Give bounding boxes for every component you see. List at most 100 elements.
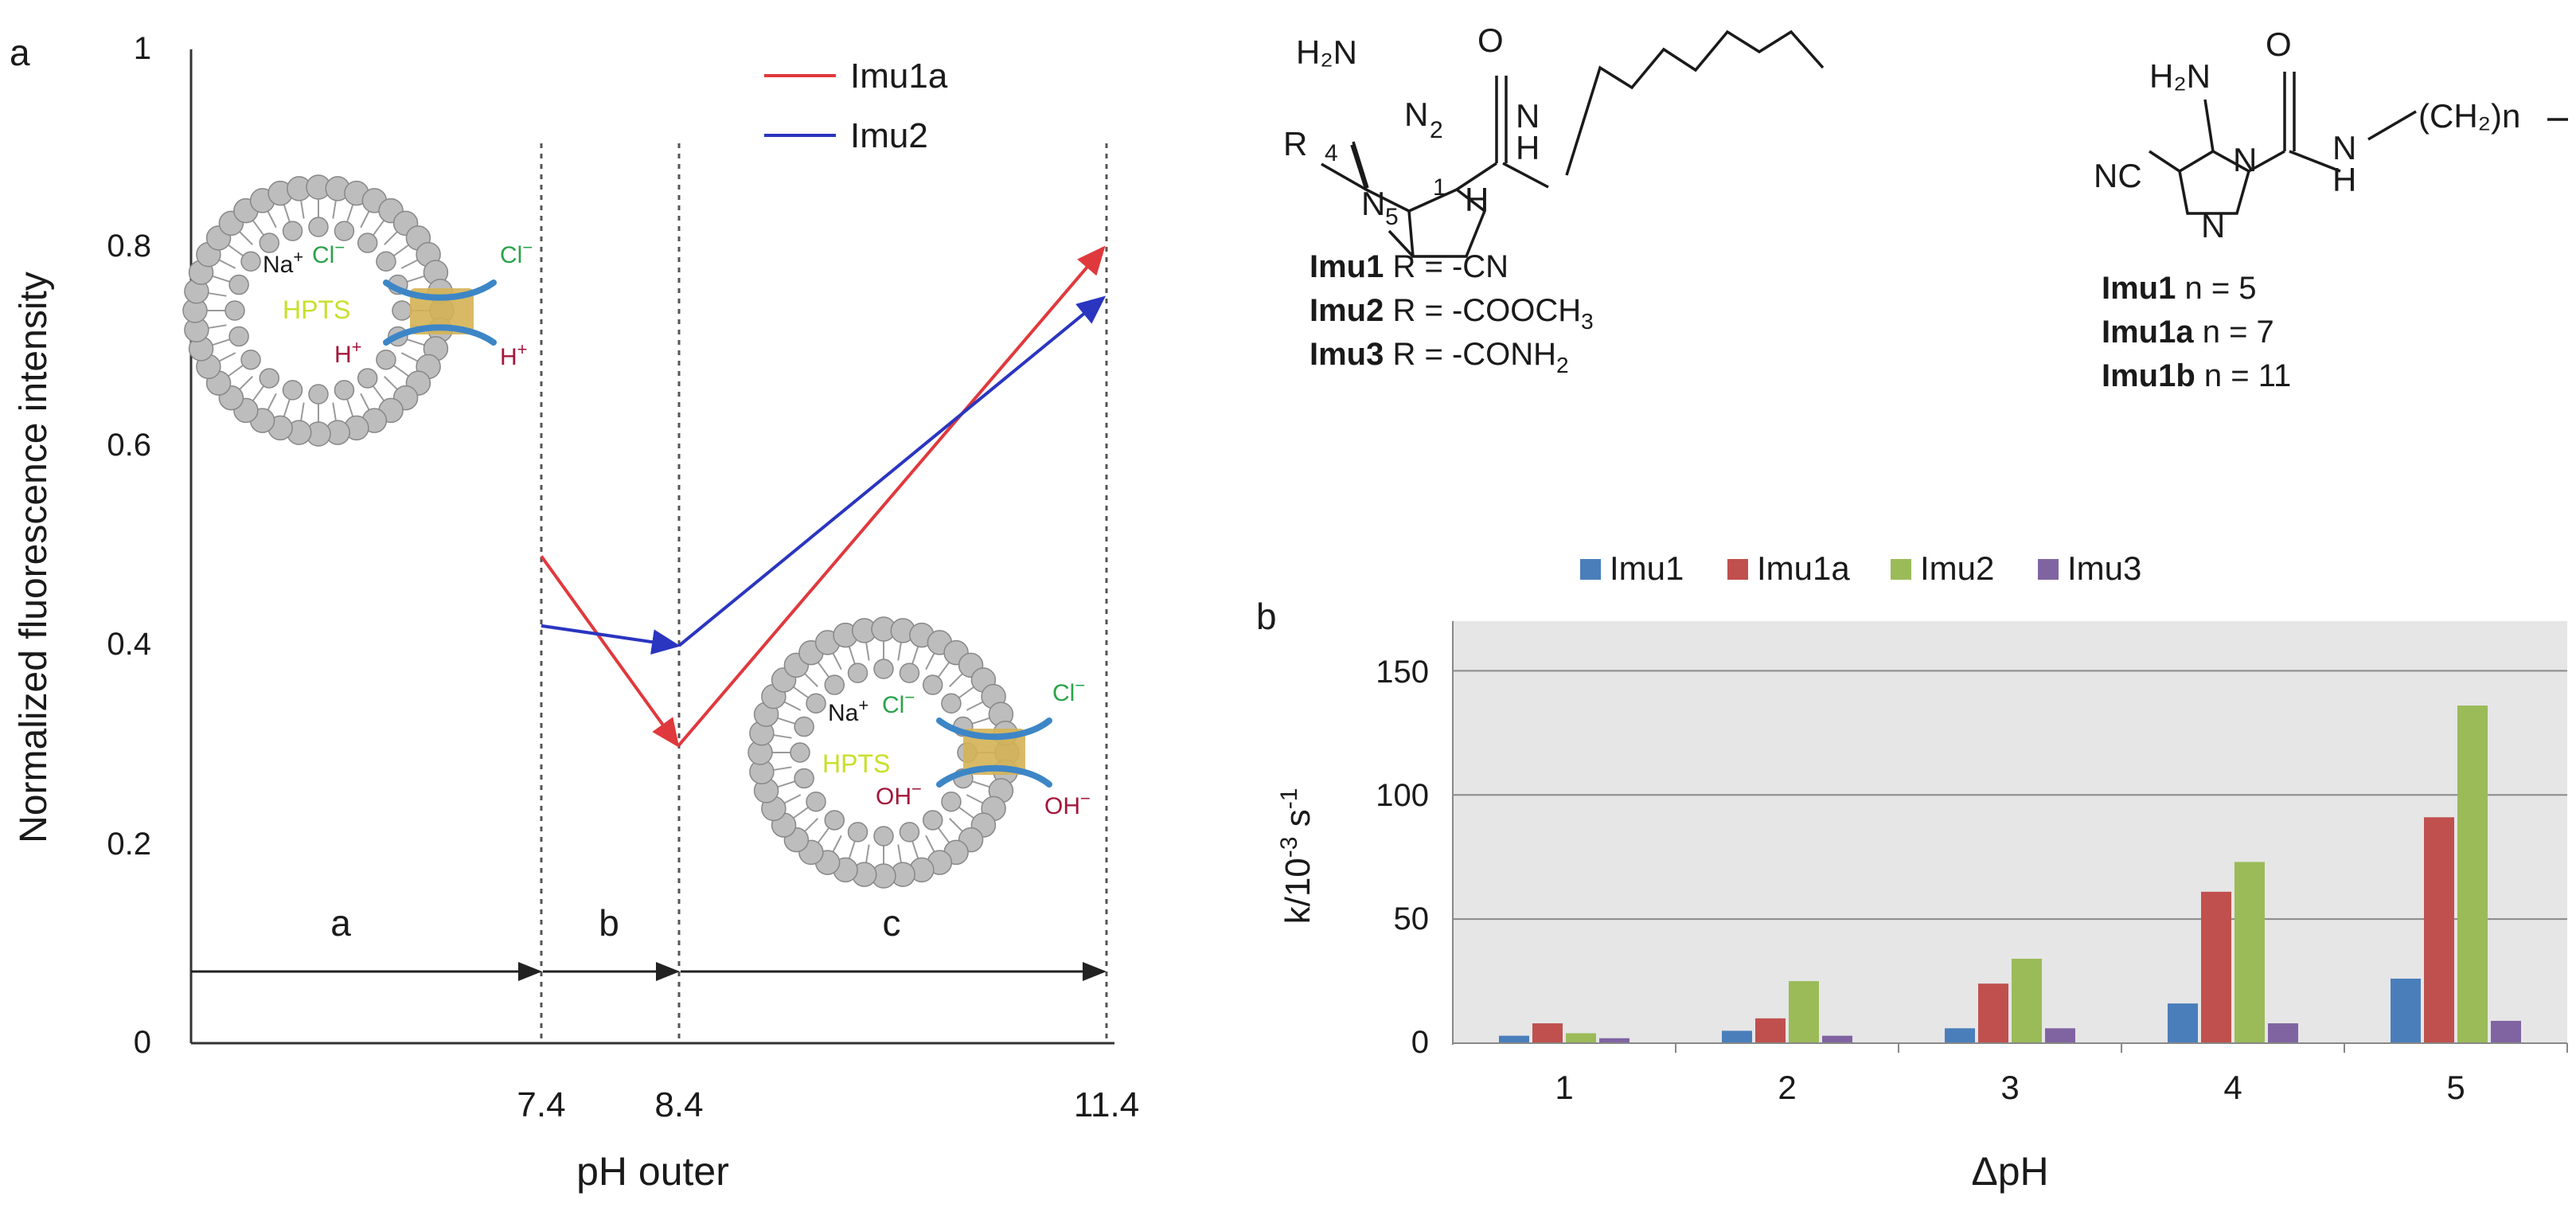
lipid-tail — [267, 393, 277, 412]
lipid-head — [228, 326, 249, 347]
position-2: 2 — [1430, 117, 1443, 143]
legend-a: Imu1a Imu2 — [764, 57, 948, 155]
lipid-head — [228, 274, 249, 295]
lipid-tail — [384, 376, 399, 391]
lipid-tail — [776, 717, 796, 725]
lipid-head — [899, 822, 920, 843]
legend-swatch-imu3 — [2038, 559, 2059, 580]
series-segment-imu1a — [677, 245, 1106, 746]
phase-label-a: a — [330, 902, 351, 944]
bars-b — [1499, 706, 2521, 1043]
bar-imu2 — [1789, 981, 1819, 1043]
lipid-tail — [783, 794, 802, 804]
atom-o: O — [1477, 22, 1504, 59]
structure-right — [2149, 72, 2568, 215]
compound-imu1: Imu1 n = 5 — [2102, 271, 2257, 306]
compound-imu1: Imu1 R = -CN — [1309, 249, 1509, 284]
bar-imu1a — [2201, 891, 2231, 1043]
lipid-head — [240, 349, 261, 370]
bar-imu2 — [1566, 1033, 1596, 1043]
y-tick-label: 50 — [1394, 901, 1430, 936]
lipid-head — [357, 233, 378, 253]
panel-a: a 0 0.2 0.4 0.6 0.8 1 Normalized fluores… — [10, 31, 1139, 1194]
ion-na: Na+ — [263, 247, 303, 278]
bar-imu3 — [2491, 1020, 2521, 1043]
legend-swatch-imu2 — [1891, 559, 1911, 580]
lipid-tail — [393, 244, 410, 257]
lipid-tail — [332, 199, 338, 219]
lipid-tail — [406, 338, 426, 346]
ion-h-outside: H+ — [500, 339, 528, 370]
legend-label-imu1: Imu1 — [1610, 549, 1684, 587]
ion-cl: Cl− — [312, 237, 345, 268]
atom-r: R — [1283, 125, 1307, 162]
lipid-head — [790, 742, 810, 763]
y-tick-label: 150 — [1376, 655, 1429, 690]
lipid-tail — [238, 376, 253, 391]
bond — [1456, 162, 1497, 191]
bar-imu1 — [1945, 1028, 1975, 1043]
y-tick-label: 0.8 — [107, 229, 151, 264]
lipid-tail — [776, 780, 796, 788]
lipid-tail — [817, 827, 830, 844]
lipid-tail — [848, 645, 856, 665]
ion-oh-inside: OH− — [876, 779, 922, 810]
lipid-tail — [865, 844, 870, 864]
lipid-tail — [227, 244, 244, 257]
lipid-head — [357, 368, 378, 389]
lipid-tail — [937, 661, 950, 678]
atom-nh2: H₂N — [1296, 33, 1357, 71]
lipid-tail — [792, 806, 809, 819]
lipid-head — [240, 251, 261, 272]
category-label: 2 — [1778, 1069, 1796, 1106]
lipid-head — [824, 674, 845, 695]
series-segment-imu2 — [677, 295, 1107, 647]
category-label: 1 — [1555, 1069, 1573, 1106]
lipid-tail — [925, 651, 935, 671]
x-tick-label: 8.4 — [654, 1085, 703, 1124]
transporter-body — [963, 729, 1025, 775]
ion-cl: Cl− — [882, 687, 915, 718]
y-axis-label-b: k/10-3 s-1 — [1276, 788, 1317, 925]
lipid-head — [308, 384, 329, 405]
lipid-head — [334, 221, 355, 241]
atom-h: H — [1465, 181, 1489, 218]
atom-nc: NC — [2094, 157, 2142, 194]
lipid-tail — [400, 259, 420, 269]
lipid-tail — [911, 840, 919, 860]
bar-imu2 — [2457, 706, 2488, 1043]
y-tick-label: 0.2 — [107, 827, 151, 862]
compound-imu3: Imu3 R = -CONH2 — [1309, 337, 1569, 377]
category-label: 5 — [2446, 1069, 2465, 1106]
lipid-tail — [803, 672, 818, 687]
transporter-arm — [936, 717, 1052, 741]
lipid-tail — [925, 835, 935, 854]
bar-imu1 — [1499, 1035, 1529, 1043]
lipid-head — [259, 368, 280, 389]
lipid-head — [308, 217, 329, 237]
hexyl-chain — [1565, 29, 1825, 176]
y-axis-label-a: Normalized fluorescence intensity — [13, 272, 55, 843]
ion-oh-outside: OH− — [1044, 788, 1091, 819]
lipid-head — [282, 380, 303, 401]
y-tick-label: 0.6 — [107, 428, 151, 463]
plot-area-b — [1453, 621, 2567, 1043]
lipid-tail — [911, 645, 919, 665]
lipid-tail — [360, 393, 370, 412]
lipid-tail — [406, 275, 426, 283]
bond — [1502, 162, 1549, 189]
lipid-tail — [803, 818, 818, 833]
compound-imu2: Imu2 R = -COOCH3 — [1309, 293, 1594, 334]
lipid-tail — [207, 324, 227, 330]
lipid-tail — [217, 352, 236, 362]
atom-nh2: H₂N — [2149, 57, 2211, 95]
lipid-tail — [283, 398, 291, 418]
legend-label-imu1a: Imu1a — [1757, 549, 1850, 587]
lipid-tail — [393, 364, 410, 377]
lipid-head — [922, 810, 943, 831]
bar-imu1a — [1532, 1023, 1563, 1043]
lipid-tail — [966, 701, 985, 711]
lipid-head — [941, 693, 962, 714]
lipid-head — [224, 300, 245, 321]
legend-label-imu3: Imu3 — [2067, 549, 2141, 587]
